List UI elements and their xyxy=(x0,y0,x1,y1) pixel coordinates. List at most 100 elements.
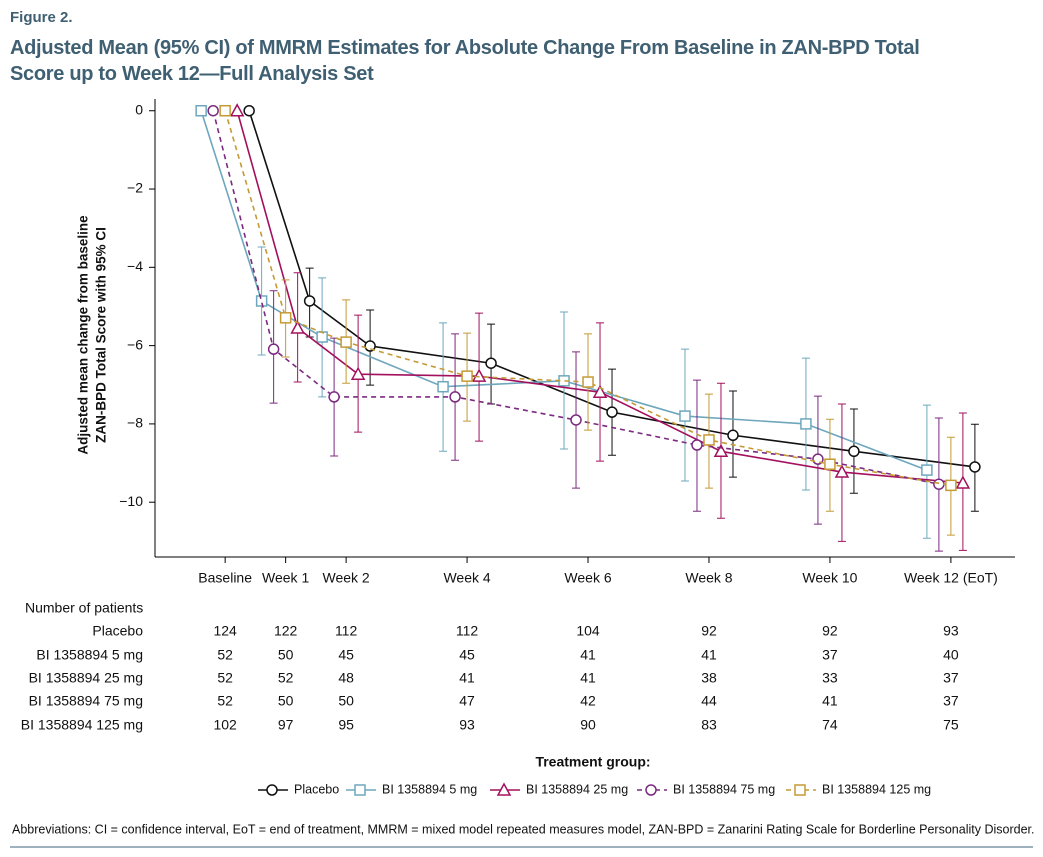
data-point xyxy=(824,458,836,470)
table-count: 41 xyxy=(580,670,596,686)
table-count: 97 xyxy=(278,717,294,733)
series-line xyxy=(248,110,975,468)
data-point xyxy=(364,340,376,352)
table-row-label: BI 1358894 75 mg xyxy=(29,693,143,709)
data-point xyxy=(800,418,812,430)
chart-title: Adjusted Mean (95% CI) of MMRM Estimates… xyxy=(10,37,919,59)
data-point xyxy=(945,479,957,492)
table-count: 93 xyxy=(943,623,959,639)
y-tick-label: −4 xyxy=(127,258,143,274)
y-tick-label: −10 xyxy=(119,493,143,509)
data-point xyxy=(303,295,316,307)
table-count: 74 xyxy=(822,717,838,733)
y-tick-label: −2 xyxy=(127,180,143,196)
x-tick-label: Week 10 xyxy=(802,570,857,586)
footnote: Abbreviations: CI = confidence interval,… xyxy=(12,822,1034,836)
data-point xyxy=(229,103,245,117)
table-row-label: Placebo xyxy=(92,623,143,639)
table-count: 92 xyxy=(822,623,838,639)
table-count: 41 xyxy=(580,647,596,663)
x-tick-label: Baseline xyxy=(198,570,252,586)
legend-marker xyxy=(794,784,806,796)
table-count: 41 xyxy=(459,670,475,686)
table-row-label: BI 1358894 5 mg xyxy=(36,647,143,663)
legend-label: BI 1358894 5 mg xyxy=(382,782,477,796)
table-count: 42 xyxy=(580,693,596,709)
series-line xyxy=(224,110,952,487)
x-tick-label: Week 2 xyxy=(323,570,370,586)
table-count: 52 xyxy=(217,670,233,686)
table-count: 52 xyxy=(278,670,294,686)
table-row-label: BI 1358894 25 mg xyxy=(29,670,143,686)
data-point xyxy=(848,445,860,458)
y-axis-label: ZAN-BPD Total Score with 95% CI xyxy=(94,227,109,443)
data-point xyxy=(267,343,280,355)
table-count: 83 xyxy=(701,717,717,733)
y-tick-label: −6 xyxy=(127,336,143,352)
table-count: 44 xyxy=(701,693,717,709)
x-tick-label: Week 4 xyxy=(443,570,490,586)
table-count: 33 xyxy=(822,670,838,686)
data-point xyxy=(328,391,340,403)
table-count: 38 xyxy=(701,670,717,686)
legend-label: BI 1358894 25 mg xyxy=(526,782,628,796)
legend-marker xyxy=(496,782,512,796)
table-count: 37 xyxy=(822,647,838,663)
data-point xyxy=(703,434,715,446)
table-count: 90 xyxy=(580,717,596,733)
data-point xyxy=(969,461,981,473)
legend-title: Treatment group: xyxy=(535,754,650,770)
legend-label: Placebo xyxy=(294,782,339,796)
table-count: 102 xyxy=(213,717,237,733)
data-point xyxy=(350,366,366,380)
table-count: 37 xyxy=(943,670,959,686)
table-count: 112 xyxy=(335,623,358,639)
table-count: 48 xyxy=(338,670,354,686)
y-tick-label: 0 xyxy=(135,101,143,117)
y-axis-label: Adjusted mean change from baseline xyxy=(76,215,91,455)
series-line xyxy=(236,110,963,484)
data-point xyxy=(255,295,268,307)
y-tick-label: −8 xyxy=(127,415,143,431)
table-count: 122 xyxy=(274,623,298,639)
data-point xyxy=(340,336,352,348)
legend-label: BI 1358894 75 mg xyxy=(673,782,775,796)
data-point xyxy=(471,368,487,382)
table-row-label: BI 1358894 125 mg xyxy=(21,717,143,733)
figure-label: Figure 2. xyxy=(10,9,73,26)
data-point xyxy=(606,406,618,418)
table-count: 50 xyxy=(278,693,294,709)
series-line xyxy=(212,110,940,485)
chart-title: Score up to Week 12—Full Analysis Set xyxy=(10,63,374,85)
table-count: 52 xyxy=(217,647,233,663)
x-tick-label: Week 1 xyxy=(262,570,309,586)
data-point xyxy=(955,475,971,489)
data-point xyxy=(195,104,207,117)
legend-label: BI 1358894 125 mg xyxy=(822,782,931,796)
table-count: 112 xyxy=(456,623,479,639)
data-point xyxy=(727,429,739,442)
legend-marker xyxy=(645,784,657,796)
data-point xyxy=(279,312,292,324)
table-count: 45 xyxy=(338,647,354,663)
data-point xyxy=(243,104,255,117)
table-count: 52 xyxy=(217,693,233,709)
data-point xyxy=(921,464,933,476)
data-point xyxy=(449,391,461,403)
data-point xyxy=(219,104,231,117)
x-tick-label: Week 12 (EoT) xyxy=(904,570,998,586)
data-point xyxy=(933,478,945,490)
legend-marker xyxy=(266,784,278,796)
x-tick-label: Week 6 xyxy=(564,570,611,586)
table-count: 41 xyxy=(822,693,838,709)
data-point xyxy=(582,376,594,388)
data-point xyxy=(834,464,850,478)
data-point xyxy=(290,320,305,334)
table-count: 75 xyxy=(943,717,959,733)
x-tick-label: Week 8 xyxy=(685,570,732,586)
data-point xyxy=(316,331,328,343)
data-point xyxy=(679,410,691,422)
table-count: 92 xyxy=(701,623,717,639)
data-point xyxy=(570,414,582,426)
